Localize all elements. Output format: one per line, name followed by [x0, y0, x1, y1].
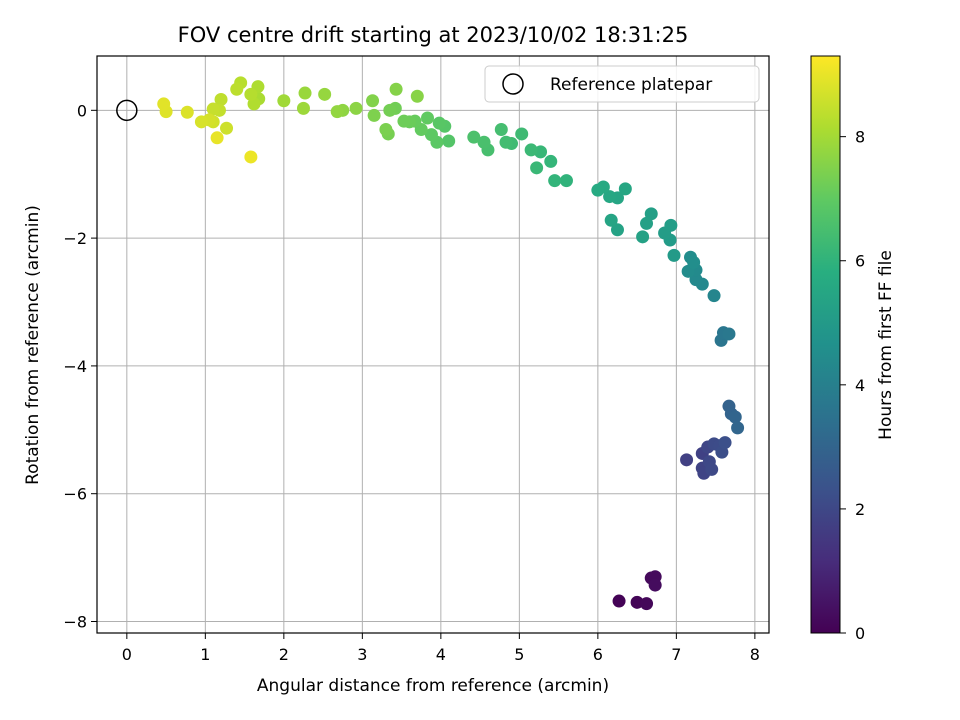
- data-points: [157, 76, 745, 611]
- x-tick-label: 0: [122, 645, 132, 664]
- x-axis-label: Angular distance from reference (arcmin): [257, 676, 609, 696]
- colorbar-tick-label: 0: [855, 624, 865, 643]
- data-point: [618, 182, 632, 196]
- x-tick-label: 5: [514, 645, 524, 664]
- y-axis-ticks: 0 −2 −4 −6 −8: [63, 101, 97, 631]
- legend-label: Reference platepar: [550, 75, 712, 95]
- data-point: [524, 143, 538, 157]
- data-point: [277, 94, 291, 108]
- data-point: [318, 87, 332, 101]
- data-point: [644, 207, 658, 221]
- colorbar-label: Hours from first FF file: [876, 250, 896, 440]
- data-point: [410, 89, 424, 103]
- x-tick-label: 4: [436, 645, 446, 664]
- legend: Reference platepar: [484, 65, 760, 103]
- data-point: [689, 273, 703, 287]
- data-point: [477, 135, 491, 149]
- colorbar: 0 2 4 6 8 Hours from first FF file: [810, 55, 896, 643]
- data-point: [640, 216, 654, 230]
- data-point: [230, 82, 244, 96]
- data-point: [379, 122, 393, 136]
- x-tick-label: 2: [279, 645, 289, 664]
- data-point: [467, 130, 481, 144]
- data-point: [494, 122, 508, 136]
- reference-marker: [116, 99, 138, 122]
- data-point: [366, 94, 380, 108]
- y-tick-label: −8: [63, 612, 87, 631]
- data-point: [499, 135, 513, 149]
- data-point: [687, 255, 701, 269]
- data-point: [707, 289, 721, 303]
- x-tick-label: 8: [750, 645, 760, 664]
- data-point: [640, 597, 654, 611]
- y-tick-label: −2: [63, 229, 87, 248]
- plot-frame: [96, 55, 770, 634]
- data-point: [180, 105, 194, 119]
- grid: [97, 56, 769, 633]
- data-point: [206, 102, 220, 116]
- data-point: [157, 97, 171, 111]
- data-point: [718, 436, 732, 450]
- data-point: [298, 86, 312, 100]
- colorbar-ticks: 0 2 4 6 8: [840, 128, 865, 643]
- data-point: [330, 105, 344, 119]
- data-point: [214, 92, 228, 106]
- data-point: [244, 150, 258, 164]
- data-point: [548, 174, 562, 188]
- data-point: [220, 121, 234, 135]
- x-axis-ticks: 0 1 2 3 4 5 6 7 8: [122, 633, 760, 664]
- colorbar-gradient: [810, 55, 841, 634]
- colorbar-tick-label: 4: [855, 376, 865, 395]
- data-point: [210, 131, 224, 145]
- data-point: [194, 115, 208, 129]
- y-tick-label: −4: [63, 357, 87, 376]
- data-point: [648, 578, 662, 592]
- data-point: [559, 174, 573, 188]
- data-point: [728, 410, 742, 424]
- colorbar-tick-label: 8: [855, 128, 865, 147]
- y-tick-label: 0: [77, 101, 87, 120]
- data-point: [421, 111, 435, 125]
- legend-box: [484, 65, 760, 103]
- data-point: [636, 230, 650, 244]
- data-point: [389, 82, 403, 96]
- data-point: [397, 114, 411, 128]
- colorbar-tick-label: 2: [855, 500, 865, 519]
- x-tick-label: 3: [357, 645, 367, 664]
- y-tick-label: −6: [63, 485, 87, 504]
- chart-title: FOV centre drift starting at 2023/10/02 …: [178, 23, 689, 47]
- data-point: [731, 421, 745, 435]
- data-point: [612, 594, 626, 608]
- data-point: [610, 223, 624, 237]
- data-point: [515, 127, 529, 141]
- data-point: [432, 116, 446, 130]
- legend-marker: [502, 73, 524, 95]
- data-point: [442, 134, 456, 148]
- data-point: [296, 101, 310, 115]
- data-point: [530, 161, 544, 175]
- data-point: [680, 453, 694, 467]
- data-point: [383, 103, 397, 117]
- colorbar-tick-label: 6: [855, 252, 865, 271]
- x-tick-label: 7: [671, 645, 681, 664]
- x-tick-label: 1: [200, 645, 210, 664]
- data-point: [603, 190, 617, 204]
- y-axis-label: Rotation from reference (arcmin): [23, 205, 43, 485]
- x-tick-label: 6: [593, 645, 603, 664]
- data-point: [604, 213, 618, 227]
- data-point: [664, 218, 678, 232]
- data-point: [244, 87, 258, 101]
- data-point: [424, 128, 438, 142]
- data-point: [544, 154, 558, 168]
- data-point: [591, 183, 605, 197]
- data-point: [722, 327, 736, 341]
- data-point: [667, 248, 681, 262]
- data-point: [349, 101, 363, 115]
- data-point: [705, 462, 719, 476]
- data-point: [367, 108, 381, 122]
